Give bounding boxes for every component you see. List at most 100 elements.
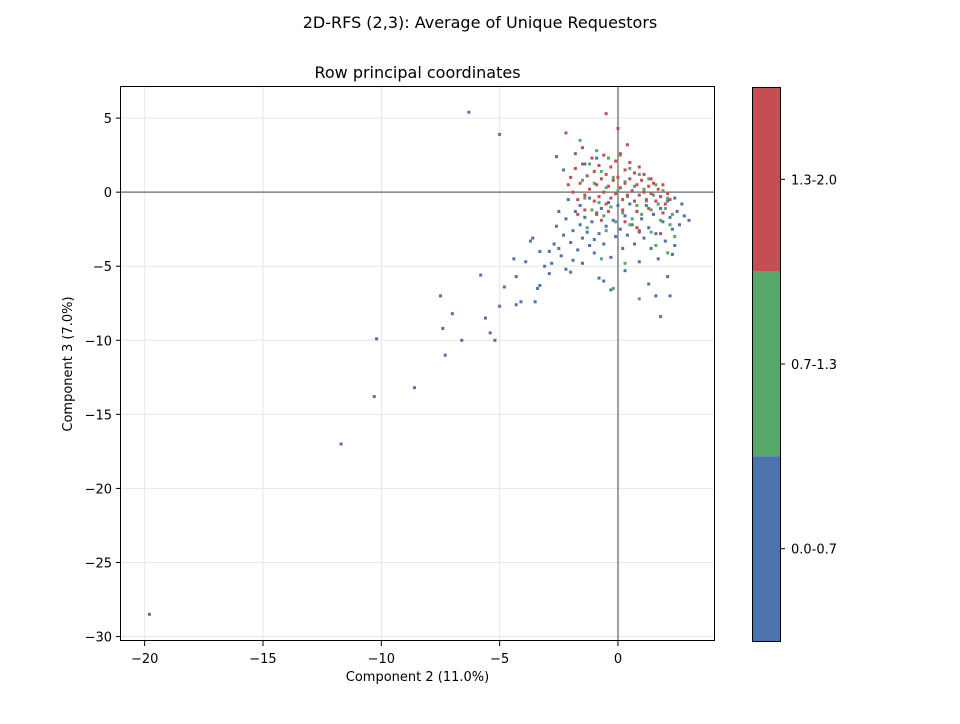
- colorbar-label: 1.3-2.0: [791, 173, 837, 188]
- data-point: [623, 168, 627, 172]
- data-point: [554, 155, 558, 159]
- data-point: [656, 187, 660, 191]
- data-point: [514, 303, 518, 307]
- data-point: [680, 202, 684, 206]
- data-point: [592, 181, 596, 185]
- data-point: [604, 172, 608, 176]
- colorbar: 1.3-2.0 0.7-1.3 0.0-0.7: [752, 87, 837, 642]
- data-point: [687, 218, 691, 222]
- data-point: [644, 204, 648, 208]
- data-point: [502, 285, 506, 289]
- data-point: [578, 138, 582, 142]
- data-point: [625, 143, 629, 147]
- data-point: [533, 300, 537, 304]
- data-point: [585, 174, 589, 178]
- data-point: [571, 258, 575, 262]
- data-point: [670, 227, 674, 231]
- data-point: [375, 337, 379, 341]
- data-point: [678, 223, 682, 227]
- data-point: [569, 175, 573, 179]
- data-point: [628, 223, 632, 227]
- data-point: [607, 156, 611, 160]
- data-point: [569, 241, 573, 245]
- data-point: [656, 202, 660, 206]
- data-point: [616, 175, 620, 179]
- data-point: [580, 146, 584, 150]
- data-point: [573, 209, 577, 213]
- data-point: [649, 246, 653, 250]
- data-point: [651, 193, 655, 197]
- data-point: [628, 166, 632, 170]
- data-point: [609, 255, 613, 259]
- data-point: [682, 214, 686, 218]
- data-point: [564, 217, 568, 221]
- data-point: [621, 246, 625, 250]
- y-axis-ticks: 5 0 −5 −10 −15 −20 −25 −30: [85, 112, 121, 646]
- data-point: [498, 132, 502, 136]
- x-tick-label: −15: [249, 652, 276, 667]
- data-point: [616, 204, 620, 208]
- data-point: [633, 184, 637, 188]
- plot-frame: [120, 86, 715, 641]
- y-tick-label: −25: [85, 556, 112, 571]
- data-point: [637, 165, 641, 169]
- data-point: [647, 184, 651, 188]
- data-point: [616, 126, 620, 130]
- data-point: [595, 183, 599, 187]
- data-point: [647, 177, 651, 181]
- data-point: [651, 212, 655, 216]
- data-point: [590, 156, 594, 160]
- data-point: [599, 177, 603, 181]
- data-point: [588, 162, 592, 166]
- data-point: [412, 386, 416, 390]
- data-point: [595, 149, 599, 153]
- data-point: [564, 131, 568, 135]
- data-point: [625, 233, 629, 237]
- x-axis-ticks: −20 −15 −10 −5 0: [131, 641, 622, 667]
- figure-suptitle: 2D-RFS (2,3): Average of Unique Requesto…: [303, 13, 657, 32]
- data-point: [536, 286, 540, 290]
- data-point: [580, 261, 584, 265]
- data-point: [673, 243, 677, 247]
- data-point: [595, 156, 599, 160]
- data-point: [649, 230, 653, 234]
- data-point: [441, 326, 445, 330]
- data-point: [554, 224, 558, 228]
- data-point: [599, 257, 603, 261]
- data-point: [673, 196, 677, 200]
- data-point: [659, 232, 663, 236]
- data-point: [609, 288, 613, 292]
- data-point: [649, 192, 653, 196]
- data-point: [644, 198, 648, 202]
- data-point: [528, 239, 532, 243]
- data-point: [659, 195, 663, 199]
- data-point: [630, 189, 634, 193]
- data-point: [599, 206, 603, 210]
- y-tick-label: −5: [93, 260, 112, 275]
- data-point: [654, 294, 658, 298]
- data-point: [604, 202, 608, 206]
- y-tick-label: 0: [104, 186, 112, 201]
- data-point: [651, 181, 655, 185]
- data-point: [552, 242, 556, 246]
- data-point: [661, 183, 665, 187]
- data-point: [647, 206, 651, 210]
- data-point: [467, 110, 471, 114]
- data-point: [635, 204, 639, 208]
- data-point: [661, 189, 665, 193]
- data-point: [599, 218, 603, 222]
- y-tick-label: −15: [85, 408, 112, 423]
- data-point: [654, 199, 658, 203]
- data-point: [654, 243, 658, 247]
- data-point: [630, 223, 634, 227]
- data-point: [597, 195, 601, 199]
- data-point: [372, 395, 376, 399]
- data-point: [661, 220, 665, 224]
- data-point: [668, 198, 672, 202]
- data-point: [623, 181, 627, 185]
- data-point: [675, 209, 679, 213]
- data-point: [562, 168, 566, 172]
- colorbar-segment: [752, 456, 780, 641]
- data-point: [628, 202, 632, 206]
- data-point: [438, 294, 442, 298]
